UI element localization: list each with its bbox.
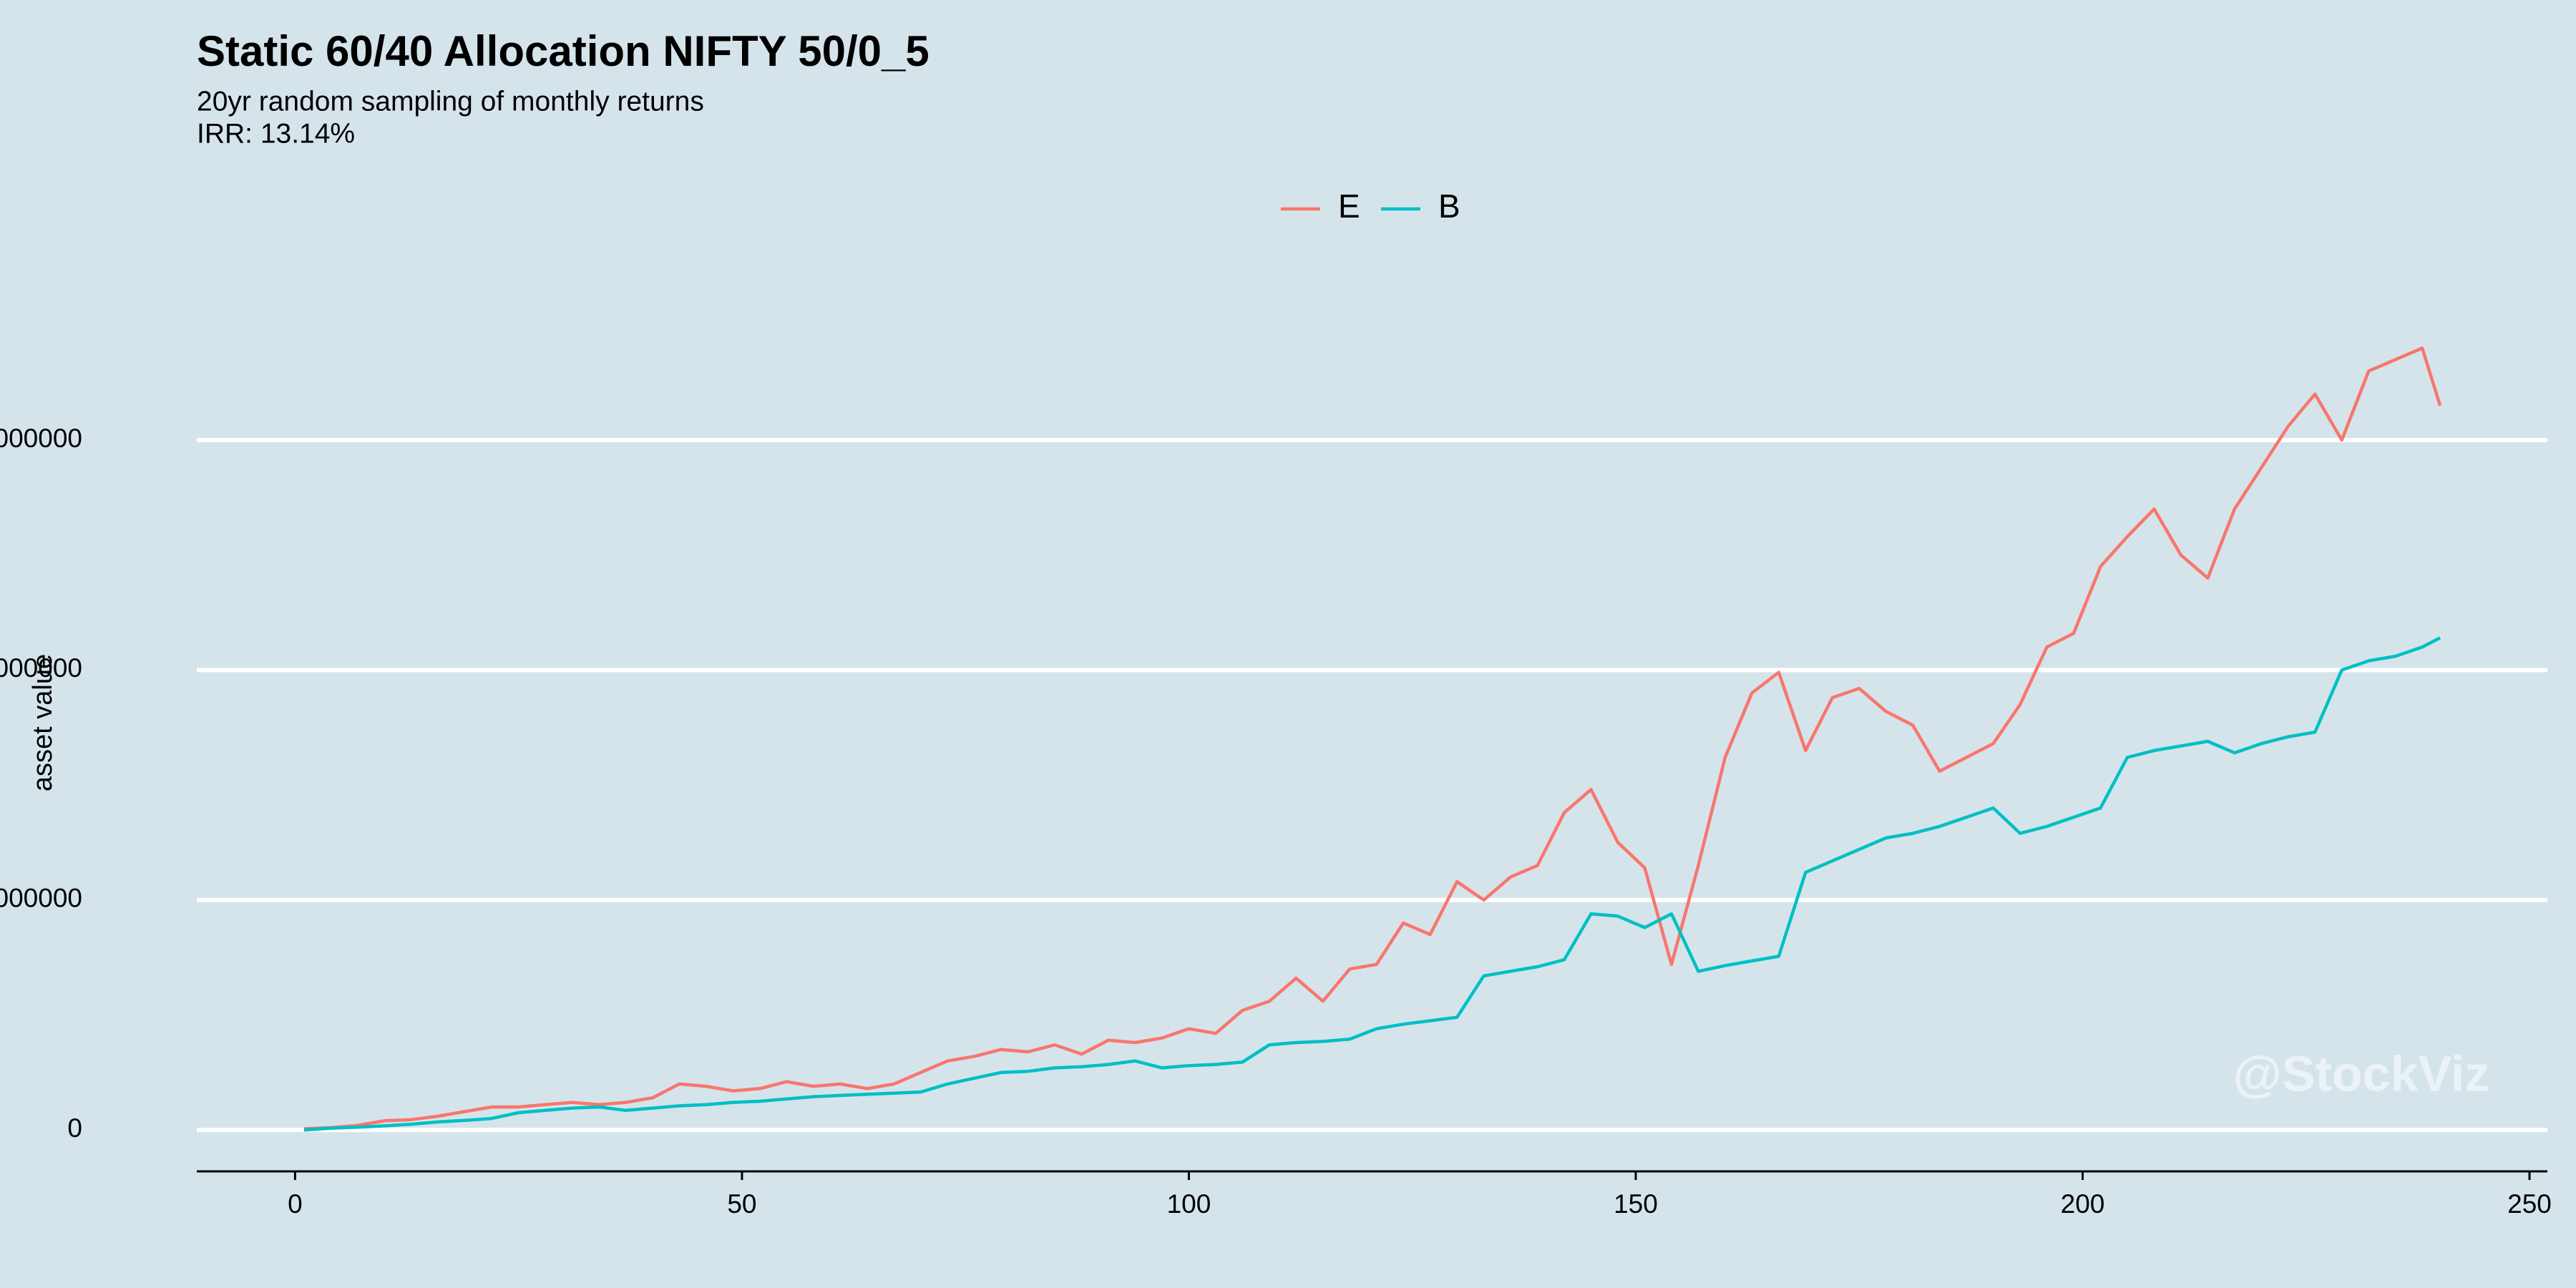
line-series: [303, 636, 2441, 1132]
y-tick-label: 3000000: [0, 424, 82, 453]
chart-title: Static 60/40 Allocation NIFTY 50/0_5: [197, 27, 930, 75]
y-tick-label: 2000000: [0, 653, 82, 683]
x-tick-label: 50: [727, 1189, 756, 1219]
x-tick-label: 250: [2507, 1189, 2552, 1219]
legend-label: B: [1438, 187, 1460, 225]
x-tick-label: 100: [1167, 1189, 1211, 1219]
legend-label: E: [1338, 187, 1360, 225]
y-tick-label: 0: [67, 1113, 82, 1143]
x-tick-label: 0: [288, 1189, 303, 1219]
y-axis-label: asset value: [28, 654, 58, 791]
x-tick-label: 150: [1614, 1189, 1658, 1219]
watermark: @StockViz: [2233, 1045, 2490, 1101]
subtitle: 20yr random sampling of monthly returns: [197, 86, 704, 117]
x-tick-label: 200: [2061, 1189, 2105, 1219]
line-series: [303, 346, 2442, 1131]
y-tick-label: 1000000: [0, 884, 82, 913]
subtitle: IRR: 13.14%: [197, 118, 355, 149]
